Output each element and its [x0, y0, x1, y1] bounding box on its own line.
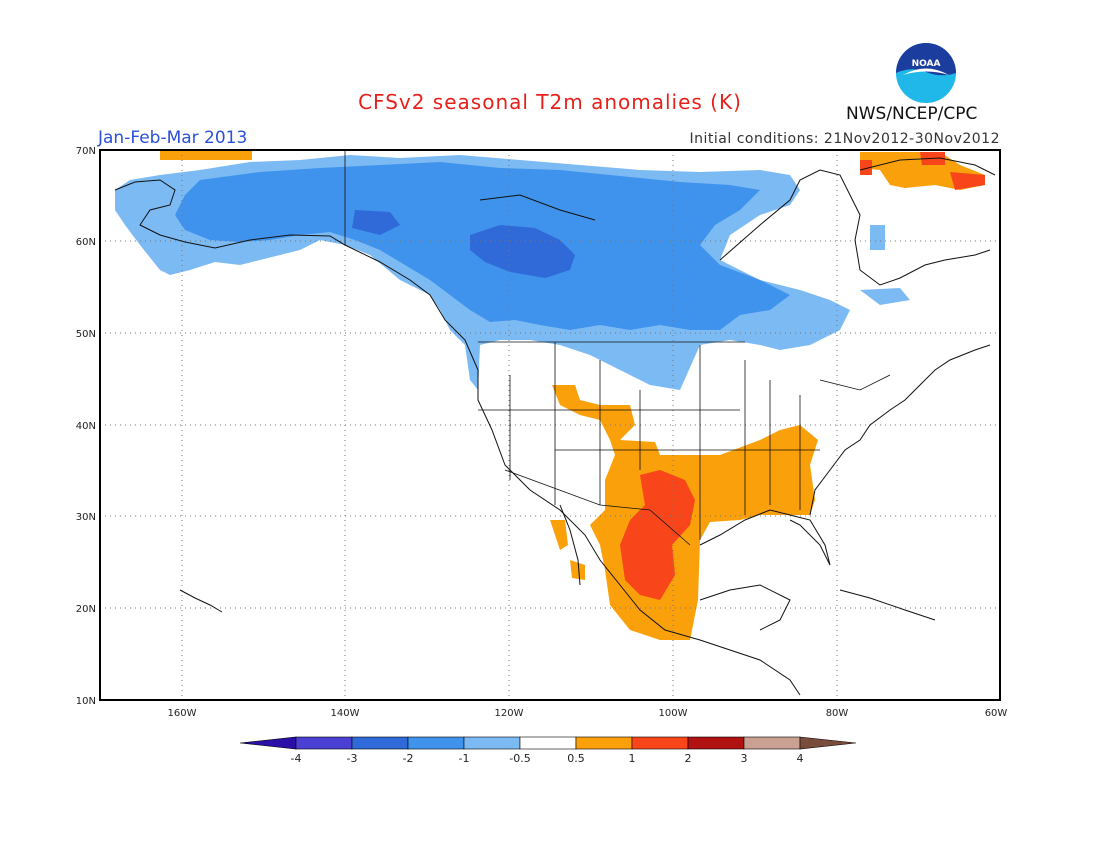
- lat-label: 30N: [76, 512, 96, 523]
- lon-label: 160W: [168, 708, 197, 719]
- colorbar-label: 3: [741, 752, 748, 765]
- lat-labels: 70N 60N 50N 40N 30N 20N 10N: [76, 146, 96, 707]
- colorbar-label: 1: [629, 752, 636, 765]
- colorbar-label: -3: [347, 752, 358, 765]
- lat-label: 20N: [76, 604, 96, 615]
- colorbar-label: 4: [797, 752, 804, 765]
- colorbar-swatch: [351, 736, 409, 750]
- colorbar-swatch: [687, 736, 745, 750]
- colorbar-label: 0.5: [567, 752, 585, 765]
- cold-anomaly-medium: [870, 225, 885, 250]
- cold-anomaly-strong: [352, 210, 400, 235]
- colorbar-arrow-high: [799, 736, 857, 750]
- colorbar-label: 2: [685, 752, 692, 765]
- initial-conditions: Initial conditions: 21Nov2012-30Nov2012: [689, 131, 1000, 147]
- colorbar-swatch: [575, 736, 633, 750]
- lat-label: 10N: [76, 696, 96, 707]
- forecast-period: Jan-Feb-Mar 2013: [98, 128, 248, 148]
- noaa-logo-text: NOAA: [912, 59, 941, 69]
- lon-label: 140W: [331, 708, 360, 719]
- map-frame: [99, 149, 1001, 701]
- warm-anomaly-strong: [620, 470, 695, 600]
- lon-label: 60W: [985, 708, 1008, 719]
- colorbar-swatch: [631, 736, 689, 750]
- lat-label: 70N: [76, 146, 96, 157]
- colorbar-swatch: [295, 736, 353, 750]
- colorbar-label: -4: [291, 752, 302, 765]
- anomaly-fields: [100, 150, 1000, 700]
- colorbar-label: -1: [459, 752, 470, 765]
- warm-anomaly-strong: [860, 160, 872, 175]
- lat-lon-grid: [100, 150, 1000, 700]
- agency-label: NWS/NCEP/CPC: [846, 104, 978, 124]
- lon-labels: 160W 140W 120W 100W 80W 60W: [168, 708, 1008, 719]
- colorbar-label: -0.5: [509, 752, 530, 765]
- cold-anomaly-strong: [470, 225, 575, 278]
- colorbar-labels: -4 -3 -2 -1 -0.5 0.5 1 2 3 4: [291, 752, 804, 765]
- cold-anomaly-medium: [860, 288, 910, 305]
- noaa-logo: NOAA: [896, 43, 956, 103]
- map-title: CFSv2 seasonal T2m anomalies (K): [358, 90, 742, 114]
- lon-label: 100W: [659, 708, 688, 719]
- warm-anomaly-light: [160, 150, 252, 160]
- lon-label: 80W: [826, 708, 849, 719]
- lat-label: 40N: [76, 421, 96, 432]
- colorbar-swatch: [743, 736, 801, 750]
- warm-anomaly-light: [550, 520, 568, 550]
- colorbar-swatch: [519, 736, 577, 750]
- warm-anomaly-light: [570, 560, 585, 580]
- lon-label: 120W: [495, 708, 524, 719]
- colorbar-swatch: [407, 736, 465, 750]
- colorbar-arrow-low: [239, 736, 297, 750]
- colorbar-label: -2: [403, 752, 414, 765]
- colorbar: [239, 736, 857, 750]
- coastlines: [114, 157, 996, 696]
- political-borders: [344, 150, 891, 546]
- lat-label: 60N: [76, 237, 96, 248]
- warm-anomaly-strong: [950, 172, 985, 190]
- colorbar-swatch: [463, 736, 521, 750]
- lat-label: 50N: [76, 329, 96, 340]
